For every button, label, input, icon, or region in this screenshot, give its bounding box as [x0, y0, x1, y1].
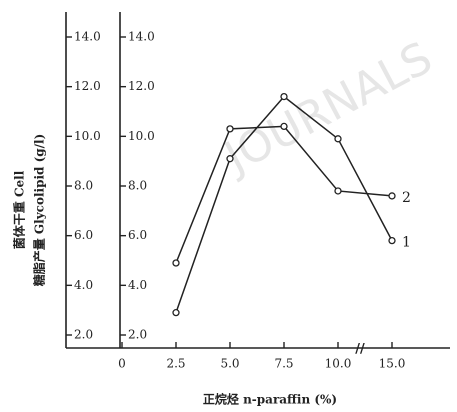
data-point [226, 155, 234, 163]
y-tick-label: 12.0 [74, 79, 101, 93]
data-point [334, 135, 342, 143]
data-point [280, 92, 288, 101]
x-tick-label: 2.5 [166, 357, 185, 371]
y2-tick-label: 2.0 [128, 328, 147, 342]
data-point [388, 236, 396, 245]
data-point [172, 259, 180, 267]
x-tick-label: 15.0 [379, 357, 406, 371]
y2-tick-label: 8.0 [128, 179, 147, 193]
y2-tick-label: 10.0 [128, 129, 155, 143]
data-point [280, 122, 288, 131]
data-point [226, 125, 234, 133]
series-label: 2 [402, 190, 411, 206]
y-tick-label: 6.0 [74, 228, 93, 242]
y2-tick-label: 4.0 [128, 278, 147, 292]
x-tick-label: 7.5 [274, 357, 293, 371]
y-tick-label: 8.0 [74, 179, 93, 193]
x-tick-label: 5.0 [220, 357, 239, 371]
x-tick-label: 10.0 [325, 357, 352, 371]
y-tick-label: 4.0 [74, 278, 93, 292]
y-tick-label: 10.0 [74, 129, 101, 143]
series-label: 1 [402, 235, 411, 251]
x-tick-label: 0 [118, 357, 126, 371]
x-axis-label: 正烷烃 n-paraffin (%) [203, 392, 337, 407]
y2-tick-label: 14.0 [128, 30, 155, 44]
y2-tick-label: 12.0 [128, 79, 155, 93]
y2-tick-label: 6.0 [128, 228, 147, 242]
y-tick-label: 14.0 [74, 30, 101, 44]
watermark: JOURNALS [215, 32, 441, 184]
data-point [334, 187, 342, 195]
axis-break: // [355, 342, 365, 357]
data-point [388, 192, 396, 200]
data-point [172, 308, 180, 317]
y-axis-label: 菌体干重 Cell [12, 170, 27, 249]
y2-axis-label: 糖脂产量 Glycolipid (g/l) [32, 134, 47, 287]
y-tick-label: 2.0 [74, 328, 93, 342]
